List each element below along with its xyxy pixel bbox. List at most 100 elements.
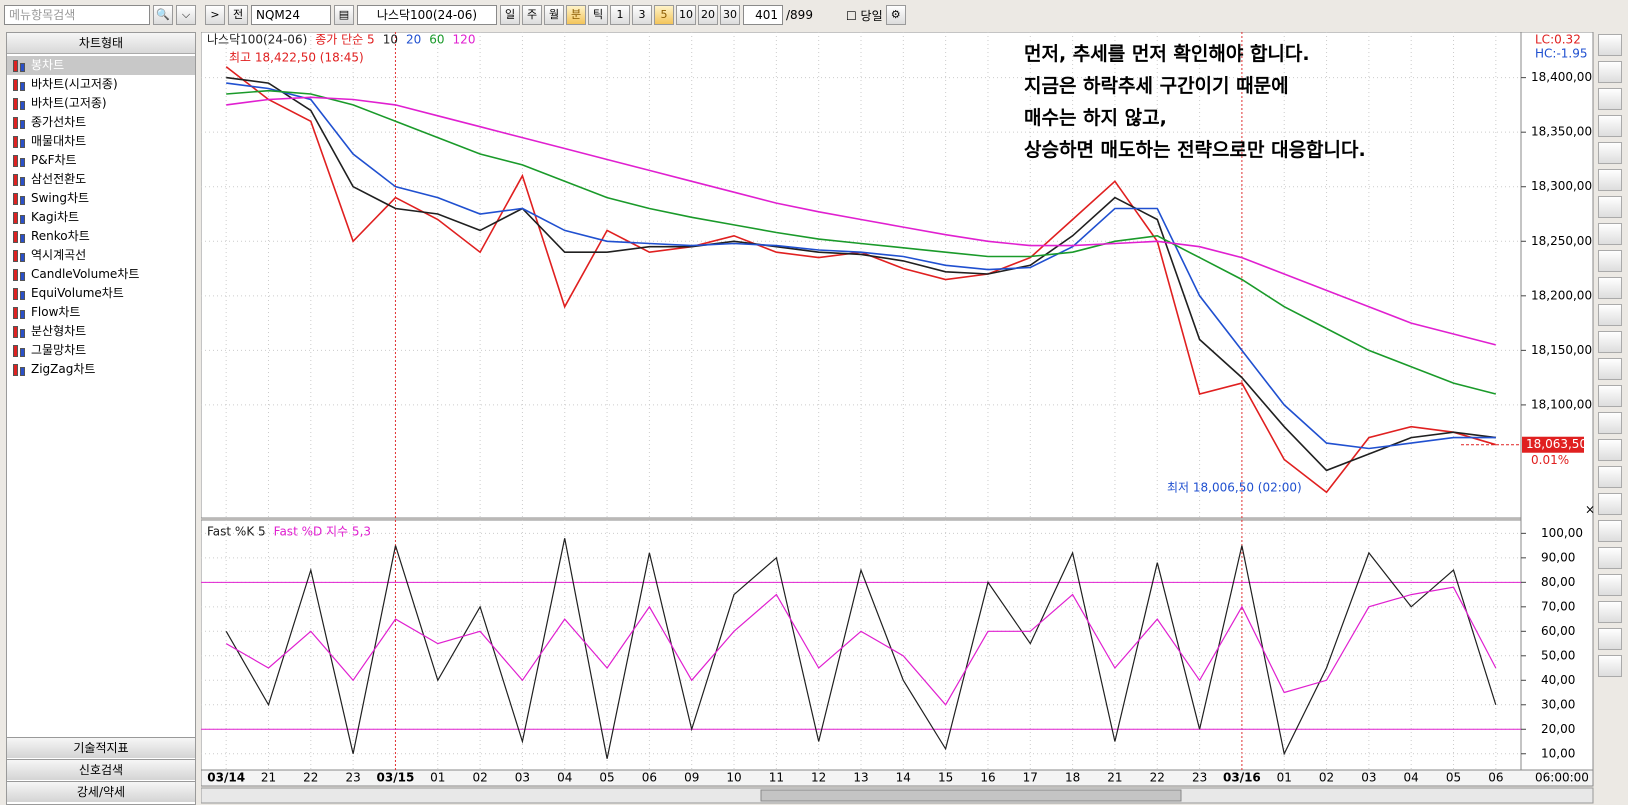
item-label: EquiVolume차트 [31,286,124,300]
tool-button[interactable] [1598,601,1622,623]
chart-type-item[interactable]: 봉차트 [7,56,195,75]
tool-button[interactable] [1598,196,1622,218]
chart-type-item[interactable]: 바차트(시고저종) [7,75,195,94]
y-tick-label: 40,00 [1541,673,1575,687]
series-line [226,89,1496,395]
tool-button[interactable] [1598,115,1622,137]
period-button[interactable]: 20 [698,5,718,25]
sidebar-header: 차트형태 [7,33,195,54]
period-buttons: 일 주 월 분 틱 1 3 5 10 20 30 [500,5,740,25]
x-tick-label: 23 [1192,771,1207,785]
item-label: Renko차트 [31,229,90,243]
x-tick-label: 23 [345,771,360,785]
y-tick-label: 90,00 [1541,550,1575,564]
period-button[interactable]: 분 [566,5,586,25]
tool-button[interactable] [1598,88,1622,110]
y-tick-label: 18,400,00 [1531,70,1592,84]
chart-type-item[interactable]: Swing차트 [7,189,195,208]
nav-button[interactable]: > [205,5,225,25]
sidebar-tab[interactable]: 기술적지표 [7,737,195,758]
y-tick-label: 18,100,00 [1531,397,1592,411]
tool-button[interactable] [1598,466,1622,488]
today-check[interactable]: ☐ 당일 [845,8,883,23]
chart-type-item[interactable]: 그물망차트 [7,341,195,360]
drawing-tools [1598,34,1624,682]
item-label: 봉차트 [31,58,65,72]
sidebar-tab[interactable]: 강세/약세 [7,781,195,802]
tool-button[interactable] [1598,304,1622,326]
count-box[interactable]: 401 [743,5,783,25]
tool-button[interactable] [1598,655,1622,677]
x-tick-label: 03 [1361,771,1376,785]
tool-button[interactable] [1598,142,1622,164]
chart-type-item[interactable]: 바차트(고저종) [7,94,195,113]
period-button[interactable]: 10 [676,5,696,25]
code-box[interactable]: NQM24 [251,5,331,25]
tool-button[interactable] [1598,34,1622,56]
prev-button[interactable]: 전 [228,5,248,25]
tool-button[interactable] [1598,331,1622,353]
chart-type-item[interactable]: 삼선전환도 [7,170,195,189]
tool-button[interactable] [1598,277,1622,299]
tool-button[interactable] [1598,439,1622,461]
chart-title: 나스닥100(24-06) [207,33,307,47]
tool-button[interactable] [1598,169,1622,191]
x-tick-label: 03/15 [377,771,415,785]
y-tick-label: 18,250,00 [1531,234,1592,248]
period-button[interactable]: 틱 [588,5,608,25]
legend-entry: Fast %D 지수 5,3 [274,525,371,539]
y-tick-label: 60,00 [1541,624,1575,638]
tool-button[interactable] [1598,223,1622,245]
tool-button[interactable] [1598,547,1622,569]
settings-button[interactable]: ⚙ [885,5,906,25]
tool-button[interactable] [1598,358,1622,380]
tool-button[interactable] [1598,520,1622,542]
search-box[interactable]: 메뉴항목검색 [4,5,150,25]
period-button[interactable]: 3 [632,5,652,25]
tool-button[interactable] [1598,61,1622,83]
item-icon [13,193,25,205]
period-button[interactable]: 월 [544,5,564,25]
count-total: /899 [786,8,813,22]
tool-button[interactable] [1598,385,1622,407]
x-tick-label: 02 [1319,771,1334,785]
item-icon [13,326,25,338]
chart-type-item[interactable]: Renko차트 [7,227,195,246]
dropdown-button[interactable]: ⌵ [176,5,196,25]
chart-type-item[interactable]: EquiVolume차트 [7,284,195,303]
period-button[interactable]: 일 [500,5,520,25]
chart-type-item[interactable]: ZigZag차트 [7,360,195,379]
chart-type-item[interactable]: 매물대차트 [7,132,195,151]
change-label: 0.01% [1531,453,1569,467]
item-label: P&F차트 [31,153,77,167]
tool-button[interactable] [1598,412,1622,434]
x-tick-label: 04 [557,771,572,785]
chart-type-item[interactable]: CandleVolume차트 [7,265,195,284]
tool-button[interactable] [1598,250,1622,272]
sidebar-tab[interactable]: 신호검색 [7,759,195,780]
x-tick-label: 09 [684,771,699,785]
chart-type-item[interactable]: 분산형차트 [7,322,195,341]
y-tick-label: 18,300,00 [1531,179,1592,193]
item-icon [13,155,25,167]
chart-type-item[interactable]: 종가선차트 [7,113,195,132]
chart-type-item[interactable]: P&F차트 [7,151,195,170]
tool-button[interactable] [1598,493,1622,515]
chart-type-item[interactable]: Kagi차트 [7,208,195,227]
legend-entry: 종가 단순 5 [315,33,374,47]
lc-label: LC:0.32 [1535,33,1581,47]
item-label: CandleVolume차트 [31,267,140,281]
period-button[interactable]: 주 [522,5,542,25]
scroll-thumb [760,789,1182,802]
x-tick-label: 01 [1277,771,1292,785]
period-button[interactable]: 30 [720,5,740,25]
search-button[interactable]: 🔍 [153,5,173,25]
period-button[interactable]: 5 [654,5,674,25]
chart-type-item[interactable]: Flow차트 [7,303,195,322]
chart-type-item[interactable]: 역시계곡선 [7,246,195,265]
period-button[interactable]: 1 [610,5,630,25]
tool-button[interactable] [1598,628,1622,650]
code-list-button[interactable]: ▤ [334,5,354,25]
tool-button[interactable] [1598,574,1622,596]
